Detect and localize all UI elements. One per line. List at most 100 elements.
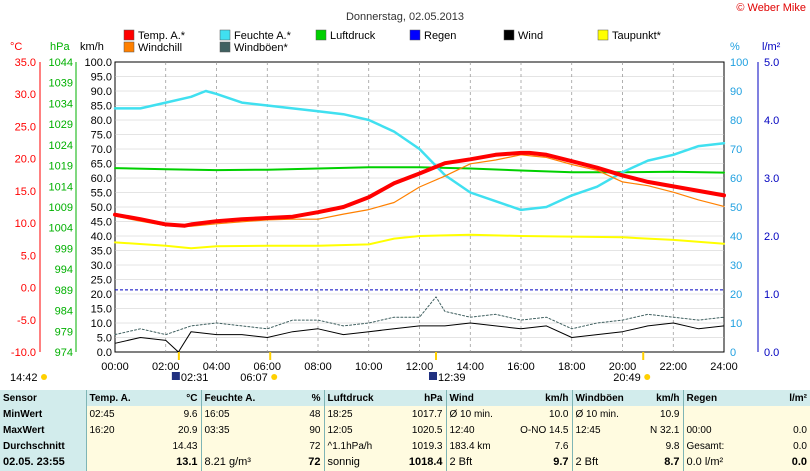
humidity-tick-label: 50 bbox=[730, 202, 742, 214]
event-time-label: 12:39 bbox=[438, 372, 466, 384]
wind-tick-label: 15.0 bbox=[91, 304, 112, 316]
wind-axis-unit: km/h bbox=[80, 41, 104, 53]
cell: 14.43 bbox=[148, 438, 201, 455]
cell: 72 bbox=[275, 438, 324, 455]
wind-tick-label: 40.0 bbox=[91, 231, 112, 243]
cell: N 32.1 bbox=[628, 422, 683, 439]
temp-tick-label: 25.0 bbox=[15, 121, 36, 133]
legend-swatch bbox=[219, 41, 231, 53]
wind-tick-label: 90.0 bbox=[91, 86, 112, 98]
cell: Ø 10 min. bbox=[571, 406, 628, 423]
pressure-tick-label: 1044 bbox=[49, 57, 73, 69]
temp-tick-label: 30.0 bbox=[15, 89, 36, 101]
cell: 16:05 bbox=[200, 406, 275, 423]
stats-row-average: Durchschnitt 14.43 72 ^1.1hPa/h 1019.3 1… bbox=[0, 438, 810, 455]
header-pressure-unit: hPa bbox=[386, 390, 446, 407]
event-time-label: 14:42 bbox=[10, 372, 38, 384]
event-time-label: 06:07 bbox=[240, 372, 268, 384]
pressure-tick-label: 989 bbox=[55, 285, 73, 297]
row-label: MaxWert bbox=[0, 422, 86, 439]
cell: 1017.7 bbox=[386, 406, 446, 423]
wind-tick-label: 55.0 bbox=[91, 188, 112, 200]
cell: 8.21 g/m³ bbox=[200, 454, 275, 471]
stats-row-max: MaxWert 16:20 20.9 03:35 90 12:05 1020.5… bbox=[0, 422, 810, 439]
humidity-tick-label: 90 bbox=[730, 86, 742, 98]
legend-label: Wind bbox=[518, 30, 543, 42]
cell bbox=[85, 454, 148, 471]
rain-tick-label: 4.0 bbox=[764, 115, 779, 127]
cell: 12:45 bbox=[571, 422, 628, 439]
header-temp: Temp. A. bbox=[85, 390, 148, 407]
humidity-tick-label: 100 bbox=[730, 57, 748, 69]
cell: 20.9 bbox=[148, 422, 201, 439]
legend-swatch bbox=[123, 41, 135, 53]
cell bbox=[571, 438, 628, 455]
statistics-table: Sensor Temp. A. °C Feuchte A. % Luftdruc… bbox=[0, 390, 810, 471]
cell: Gesamt: bbox=[682, 438, 738, 455]
cell: 48 bbox=[275, 406, 324, 423]
legend-swatch bbox=[219, 29, 231, 41]
wind-tick-label: 25.0 bbox=[91, 275, 112, 287]
pressure-tick-label: 1014 bbox=[49, 181, 73, 193]
pressure-tick-label: 1034 bbox=[49, 98, 73, 110]
wind-tick-label: 10.0 bbox=[91, 318, 112, 330]
cell: Ø 10 min. bbox=[445, 406, 498, 423]
header-rain: Regen bbox=[682, 390, 738, 407]
pressure-tick-label: 994 bbox=[55, 264, 73, 276]
x-tick-label: 04:00 bbox=[203, 361, 231, 373]
cell bbox=[738, 406, 810, 423]
wind-tick-label: 65.0 bbox=[91, 159, 112, 171]
x-tick-label: 02:00 bbox=[152, 361, 180, 373]
header-gusts: Windböen bbox=[571, 390, 628, 407]
x-tick-label: 00:00 bbox=[101, 361, 129, 373]
temp-tick-label: -10.0 bbox=[11, 347, 36, 359]
cell: 72 bbox=[275, 454, 324, 471]
temp-tick-label: 15.0 bbox=[15, 186, 36, 198]
x-tick-label: 10:00 bbox=[355, 361, 383, 373]
moon-icon bbox=[428, 372, 437, 380]
chart-title: Donnerstag, 02.05.2013 bbox=[346, 11, 464, 23]
legend-label: Temp. A.* bbox=[138, 30, 186, 42]
legend-swatch bbox=[123, 29, 135, 41]
x-tick-label: 18:00 bbox=[558, 361, 586, 373]
stats-row-min: MinWert 02:45 9.6 16:05 48 18:25 1017.7 … bbox=[0, 406, 810, 423]
header-gusts-unit: km/h bbox=[628, 390, 683, 407]
series-line-taupunkt bbox=[114, 233, 725, 250]
wind-tick-label: 70.0 bbox=[91, 144, 112, 156]
wind-tick-label: 80.0 bbox=[91, 115, 112, 127]
x-tick-label: 12:00 bbox=[406, 361, 434, 373]
x-tick-label: 14:00 bbox=[456, 361, 484, 373]
rain-tick-label: 2.0 bbox=[764, 231, 779, 243]
pressure-tick-label: 979 bbox=[55, 326, 73, 338]
humidity-tick-label: 60 bbox=[730, 173, 742, 185]
cell: 90 bbox=[275, 422, 324, 439]
cell: 9.7 bbox=[498, 454, 572, 471]
rain-tick-label: 1.0 bbox=[764, 289, 779, 301]
temp-tick-label: 0.0 bbox=[21, 283, 36, 295]
cell: 16:20 bbox=[85, 422, 148, 439]
cell: 9.8 bbox=[628, 438, 683, 455]
humidity-tick-label: 40 bbox=[730, 231, 742, 243]
cell bbox=[85, 438, 148, 455]
pressure-tick-label: 974 bbox=[55, 347, 73, 359]
header-humidity: Feuchte A. bbox=[200, 390, 275, 407]
cell: 2 Bft bbox=[445, 454, 498, 471]
cell bbox=[682, 406, 738, 423]
legend-swatch bbox=[597, 29, 609, 41]
cell: 9.6 bbox=[148, 406, 201, 423]
humidity-tick-label: 0 bbox=[730, 347, 736, 359]
pressure-tick-label: 984 bbox=[55, 306, 73, 318]
x-tick-label: 24:00 bbox=[710, 361, 738, 373]
cell: O-NO 14.5 bbox=[498, 422, 572, 439]
cell: 00:00 bbox=[682, 422, 738, 439]
legend-label: Feuchte A.* bbox=[234, 30, 292, 42]
cell: 02:45 bbox=[85, 406, 148, 423]
temp-tick-label: 10.0 bbox=[15, 218, 36, 230]
x-tick-label: 06:00 bbox=[253, 361, 281, 373]
header-wind: Wind bbox=[445, 390, 498, 407]
legend-label: Windchill bbox=[138, 42, 182, 54]
wind-tick-label: 35.0 bbox=[91, 246, 112, 258]
legend-label: Windböen* bbox=[234, 42, 289, 54]
cell: 12:05 bbox=[323, 422, 386, 439]
cell: 2 Bft bbox=[571, 454, 628, 471]
